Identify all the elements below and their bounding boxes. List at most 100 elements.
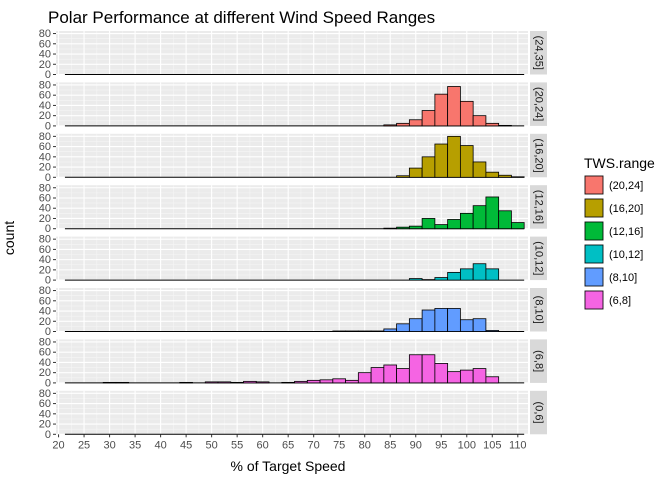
x-tick-label: 70 <box>308 439 320 451</box>
facet-strip-label: (8,10] <box>533 296 545 324</box>
histogram-bar <box>421 309 436 332</box>
histogram-bar <box>434 363 449 384</box>
histogram-bar <box>447 86 461 127</box>
histogram-bar <box>383 227 398 230</box>
histogram-bar <box>370 367 385 384</box>
facet-strip <box>530 288 547 332</box>
y-tick-label: 20 <box>39 264 51 276</box>
y-tick-label: 0 <box>45 69 51 81</box>
histogram-bar <box>434 224 449 230</box>
y-tick-label: 20 <box>39 59 51 71</box>
histogram-bar <box>459 369 474 384</box>
y-tick-label: 0 <box>45 377 51 389</box>
histogram-bar <box>459 145 474 178</box>
y-tick-label: 0 <box>45 429 51 441</box>
y-tick-label: 80 <box>39 79 51 91</box>
y-tick-label: 40 <box>39 306 51 318</box>
x-tick-label: 100 <box>458 439 476 451</box>
histogram-bar <box>459 319 474 332</box>
x-axis-label: % of Target Speed <box>231 458 346 474</box>
legend-keys: (20,24] (16,20] (12,16] (10,12] (8,10] (6,8] <box>584 175 643 310</box>
histogram-bar <box>485 171 500 178</box>
histogram-bar <box>485 330 500 332</box>
legend-swatch <box>584 175 604 195</box>
histogram-bar <box>408 278 423 281</box>
histogram-bar <box>485 376 500 384</box>
histogram-bar <box>447 371 461 384</box>
histogram-bar <box>306 379 321 384</box>
histogram-bar <box>319 379 334 384</box>
histogram-bar <box>281 381 295 384</box>
y-tick-label: 20 <box>39 367 51 379</box>
histogram-bar <box>434 93 449 127</box>
legend-swatch <box>584 198 604 218</box>
y-tick-label: 20 <box>39 110 51 122</box>
histogram-bar <box>357 330 372 332</box>
histogram-bar <box>447 135 461 178</box>
histogram-bar <box>102 381 117 384</box>
y-tick-label: 0 <box>45 275 51 287</box>
histogram-bar <box>345 379 359 384</box>
y-tick-label: 80 <box>39 28 51 40</box>
histogram-bar <box>396 122 410 127</box>
facet-strip <box>530 339 547 383</box>
x-tick-label: 30 <box>103 439 115 451</box>
x-tick-label: 45 <box>180 439 192 451</box>
y-tick-label: 60 <box>39 398 51 410</box>
x-tick-label: 90 <box>410 439 422 451</box>
legend-title: TWS.range <box>584 155 655 171</box>
histogram-bar <box>511 176 525 178</box>
histogram-bar <box>498 174 512 178</box>
histogram-bar <box>472 263 487 281</box>
facet-strip-label: (16,20] <box>533 138 545 172</box>
y-tick-label: 60 <box>39 141 51 153</box>
histogram-bar <box>383 328 398 332</box>
y-tick-label: 20 <box>39 213 51 225</box>
histogram-bar <box>421 110 436 127</box>
histogram-bar <box>485 196 500 230</box>
histogram-bar <box>408 225 423 230</box>
x-tick-label: 50 <box>206 439 218 451</box>
facet-strip-label: (10,12] <box>533 241 545 275</box>
histogram-bar <box>332 330 346 332</box>
y-tick-label: 60 <box>39 38 51 50</box>
x-tick-label: 25 <box>78 439 90 451</box>
histogram-bar <box>332 378 346 384</box>
y-tick-label: 0 <box>45 120 51 132</box>
histogram-bar <box>345 330 359 332</box>
x-tick-label: 40 <box>154 439 166 451</box>
x-tick-label: 60 <box>257 439 269 451</box>
facet-strip-label: (12,16] <box>533 190 545 224</box>
facet-strip <box>530 31 547 75</box>
histogram-bar <box>383 124 398 127</box>
y-tick-label: 20 <box>39 316 51 328</box>
facet-strip-label: (6,8] <box>533 350 545 372</box>
legend-label: (20,24] <box>609 180 643 192</box>
y-tick-label: 0 <box>45 223 51 235</box>
histogram-bar <box>204 381 219 384</box>
histogram-bar <box>408 354 423 384</box>
legend-label: (12,16] <box>609 226 643 238</box>
y-tick-label: 40 <box>39 203 51 215</box>
histogram-bar <box>255 381 270 384</box>
histogram-bar <box>179 381 193 384</box>
x-tick-label: 65 <box>282 439 294 451</box>
histogram-bar <box>115 381 130 384</box>
y-tick-label: 40 <box>39 100 51 112</box>
x-tick-label: 105 <box>483 439 501 451</box>
x-tick-label: 110 <box>509 439 527 451</box>
facet-strip <box>530 185 547 229</box>
histogram-bar <box>472 161 487 178</box>
x-tick-label: 20 <box>52 439 64 451</box>
histogram-bar <box>472 115 487 127</box>
histogram-bar <box>447 308 461 332</box>
x-tick-label: 75 <box>333 439 345 451</box>
histogram-bar <box>370 330 385 332</box>
histogram-bar <box>383 364 398 384</box>
